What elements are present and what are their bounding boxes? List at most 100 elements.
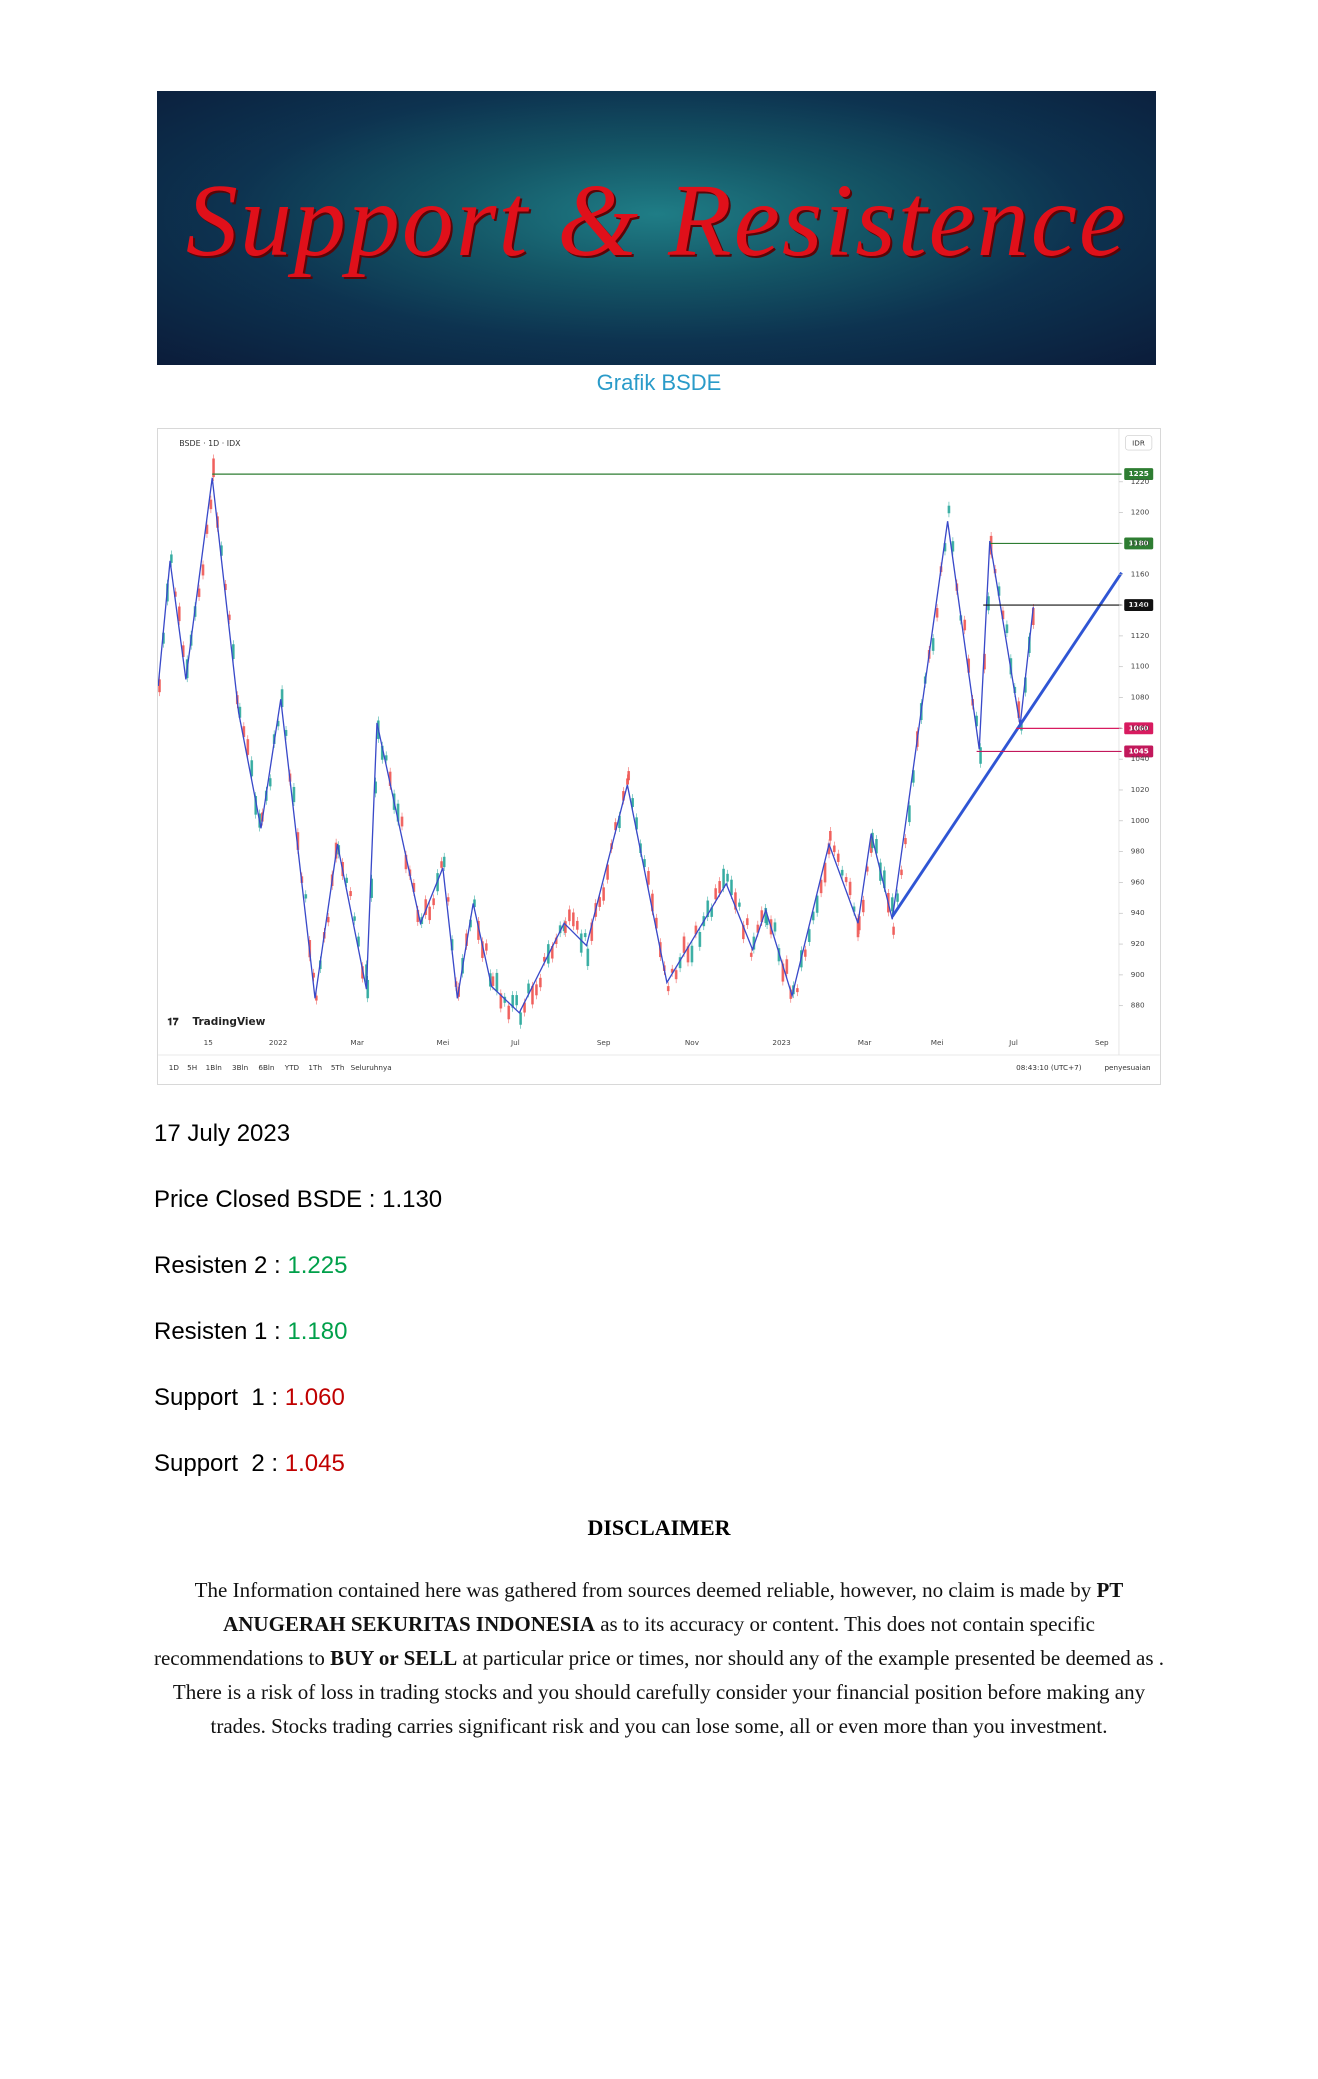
level-label: 1225 — [1129, 469, 1149, 478]
candle-body — [666, 986, 670, 992]
candle-body — [174, 591, 177, 597]
candle-body — [618, 815, 621, 829]
currency: IDR — [1132, 438, 1145, 447]
candle-body — [575, 920, 579, 930]
candle-body — [228, 614, 231, 621]
candle-body — [292, 786, 296, 803]
x-tick-label: Jul — [1008, 1038, 1018, 1047]
candle-body — [349, 891, 352, 897]
candle-body — [690, 945, 694, 963]
candle-body — [904, 838, 907, 845]
currency-box — [1125, 435, 1153, 451]
disclaimer-segment: The Information contained here was gathe… — [194, 1578, 1097, 1602]
level-name: Resisten 2 : — [154, 1252, 288, 1279]
candle-body — [935, 608, 939, 618]
candle-body — [396, 803, 400, 822]
candle-body — [698, 931, 702, 947]
level-row: Resisten 2 : 1.225 — [154, 1252, 347, 1280]
candle-body — [572, 912, 575, 927]
candle-body — [519, 1012, 522, 1025]
y-tick-label: 1100 — [1131, 662, 1150, 671]
candle-body — [722, 868, 725, 889]
x-tick-label: 2022 — [269, 1038, 287, 1047]
level-label: 1140 — [1129, 600, 1149, 609]
candle-body — [742, 924, 745, 940]
x-tick-label: Mar — [858, 1038, 872, 1047]
level-name: Support 1 : — [154, 1384, 285, 1411]
candle-body — [416, 909, 420, 922]
level-row: Resisten 1 : 1.180 — [154, 1318, 347, 1346]
level-tag — [1124, 537, 1154, 550]
candle-body — [446, 897, 450, 902]
range-button: 6Bln — [258, 1063, 274, 1072]
candle-body — [627, 771, 631, 781]
candle-body — [706, 900, 710, 918]
candle-body — [865, 866, 869, 872]
candle-body — [326, 916, 330, 923]
candle-body — [531, 985, 534, 1005]
candle-body — [714, 888, 717, 900]
level-tag — [1124, 722, 1154, 735]
level-value: 1.225 — [287, 1252, 348, 1279]
candle-body — [366, 979, 370, 999]
candle-body — [1001, 610, 1005, 620]
symbol: BSDE · 1D · IDX — [179, 439, 241, 448]
y-tick-label: 880 — [1131, 1001, 1145, 1010]
range-button: 5H — [187, 1063, 197, 1072]
candle-body — [643, 859, 646, 868]
candle-body — [404, 854, 408, 870]
candle-body — [614, 822, 617, 831]
candle-body — [686, 946, 690, 963]
candle-body — [1005, 624, 1009, 634]
range-button: 3Bln — [232, 1063, 248, 1072]
candle-body — [785, 959, 789, 974]
candle-body — [764, 907, 768, 924]
candle-body — [738, 902, 741, 907]
candle-body — [710, 907, 714, 917]
candle-body — [254, 796, 258, 815]
disclaimer-title: DISCLAIMER — [587, 1515, 731, 1540]
candle-body — [158, 679, 161, 693]
candle-body — [890, 897, 894, 912]
candle-body — [440, 861, 443, 868]
range-button: 1D — [169, 1063, 180, 1072]
candle-body — [811, 911, 815, 921]
candle-body — [511, 995, 515, 1008]
candle-body — [181, 645, 185, 658]
level-value: 1.130 — [382, 1186, 443, 1213]
x-tick-label: Nov — [685, 1038, 700, 1047]
candle-body — [495, 972, 499, 992]
candle-body — [442, 856, 446, 868]
candle-body — [499, 993, 503, 1009]
candle-body — [626, 778, 629, 785]
candle-body — [424, 899, 428, 915]
level-row: Price Closed BSDE : 1.130 — [154, 1186, 442, 1214]
candle-body — [568, 909, 571, 922]
candle-body — [781, 963, 785, 982]
y-tick-label: 1120 — [1131, 631, 1150, 640]
candle-body — [975, 715, 978, 727]
candle-body — [535, 984, 538, 996]
candle-body — [388, 771, 392, 786]
candle-body — [796, 988, 799, 993]
candle-body — [384, 755, 388, 761]
range-button: 1Bln — [206, 1063, 222, 1072]
candle-body — [734, 892, 737, 910]
candle-body — [745, 918, 749, 926]
candle-body — [987, 596, 990, 611]
candle-body — [840, 869, 844, 876]
candle-body — [900, 869, 903, 876]
y-tick-label: 1220 — [1131, 477, 1150, 486]
candle-body — [590, 922, 594, 941]
x-tick-label: Sep — [1095, 1038, 1109, 1047]
candle-body — [432, 898, 435, 906]
candle-body — [1024, 677, 1027, 693]
candle-body — [674, 970, 678, 980]
candle-body — [883, 870, 886, 889]
candle-body — [554, 937, 558, 944]
candle-body — [749, 952, 753, 957]
candle-body — [564, 921, 567, 933]
candle-body — [250, 760, 254, 777]
candle-body — [718, 881, 721, 894]
candle-body — [162, 632, 165, 644]
